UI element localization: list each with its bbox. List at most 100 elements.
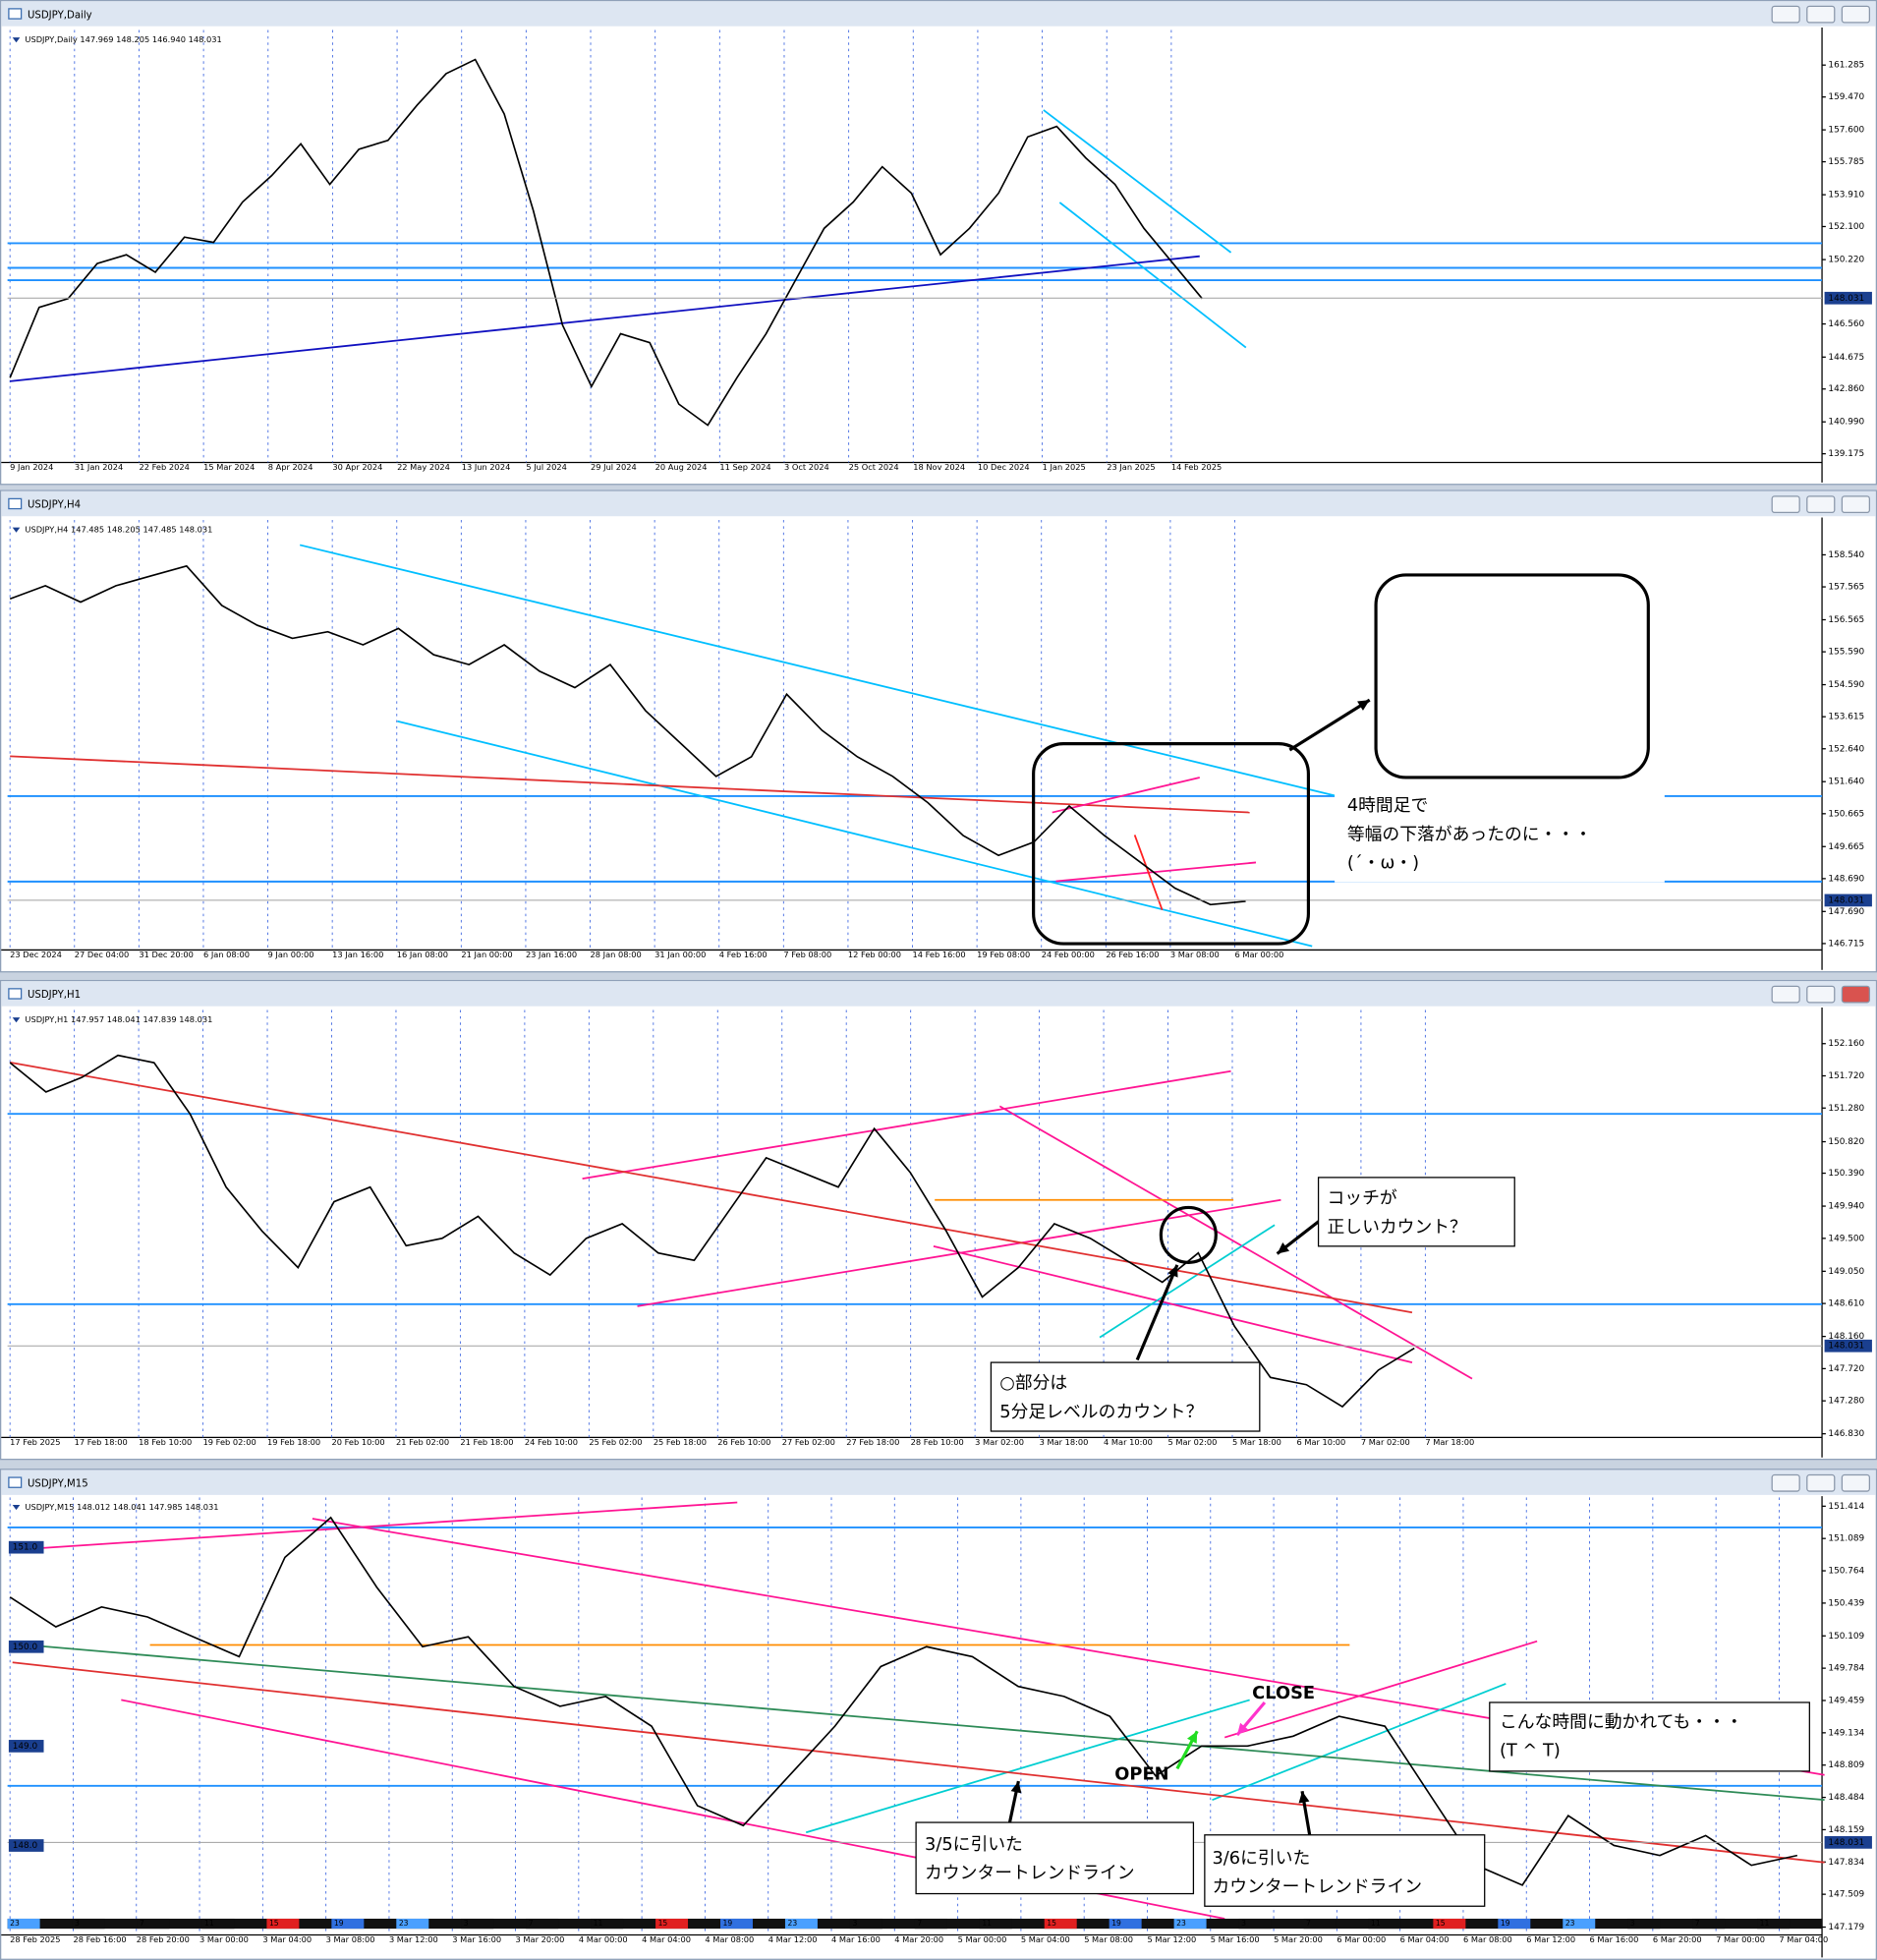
date-label: 24 Feb 10:00 (525, 1437, 578, 1447)
window-button[interactable] (1806, 5, 1836, 24)
close-button[interactable] (1841, 985, 1871, 1004)
trend-line (933, 1244, 1413, 1363)
annotation-box (1317, 1177, 1515, 1247)
session-segment (1433, 1918, 1466, 1930)
left-price-tag (8, 1740, 44, 1753)
date-label: 27 Feb 18:00 (846, 1437, 899, 1447)
date-label: 25 Oct 2024 (849, 462, 899, 472)
price-label: 150.764 (1828, 1567, 1864, 1577)
last-price-tag (1824, 1339, 1872, 1353)
window-button[interactable] (1771, 495, 1800, 514)
date-label: 4 Mar 12:00 (768, 1934, 818, 1944)
session-label: 15 (658, 1919, 668, 1928)
date-label: 24 Feb 00:00 (1042, 950, 1095, 959)
price-label: 149.784 (1828, 1664, 1864, 1674)
session-label: 3 (75, 1919, 80, 1928)
price-label: 149.050 (1828, 1267, 1864, 1277)
open-arrow-head (1186, 1731, 1198, 1744)
header-arrow (12, 527, 21, 533)
annotation-text: OPEN (1114, 1764, 1168, 1785)
date-label: 3 Mar 20:00 (516, 1934, 565, 1944)
annotation-text: 3/5に引いた (925, 1834, 1023, 1855)
date-label: 5 Mar 08:00 (1084, 1934, 1133, 1944)
date-label: 7 Feb 08:00 (783, 950, 831, 959)
date-label: 5 Mar 00:00 (958, 1934, 1007, 1944)
window-button[interactable] (1806, 985, 1836, 1004)
window-button[interactable] (1806, 1473, 1836, 1492)
session-label: 7 (1306, 1919, 1311, 1928)
session-label: 7 (1695, 1919, 1700, 1928)
annotation-text: カウンタートレンドライン (1212, 1876, 1422, 1897)
trend-line (299, 544, 1337, 797)
date-label: 25 Feb 02:00 (589, 1437, 642, 1447)
price-label: 144.675 (1828, 353, 1864, 363)
close-button[interactable] (1841, 1473, 1871, 1492)
window-button[interactable] (1771, 5, 1800, 24)
window-button[interactable] (1806, 495, 1836, 514)
price-label: 151.280 (1828, 1104, 1864, 1114)
date-label: 12 Feb 00:00 (848, 950, 901, 959)
price-label: 149.500 (1828, 1234, 1864, 1243)
date-label: 6 Mar 00:00 (1337, 1934, 1386, 1944)
session-label: 23 (10, 1919, 20, 1928)
date-label: 3 Mar 00:00 (199, 1934, 249, 1944)
arrow (1288, 698, 1371, 752)
last-price-label: 148.031 (1828, 1342, 1864, 1352)
session-segment (1563, 1918, 1596, 1930)
close-button[interactable] (1841, 5, 1871, 24)
price-label: 157.565 (1828, 583, 1864, 593)
trend-line (1099, 1224, 1276, 1339)
date-label: 23 Jan 16:00 (526, 950, 577, 959)
session-segment (914, 1918, 947, 1930)
title-bar (1, 1470, 1876, 1495)
date-label: 23 Dec 2024 (10, 950, 62, 959)
price-label: 153.615 (1828, 713, 1864, 722)
date-label: 18 Feb 10:00 (139, 1437, 192, 1447)
date-label: 17 Feb 2025 (10, 1437, 60, 1447)
trend-line (10, 755, 1250, 814)
window-button[interactable] (1771, 1473, 1800, 1492)
date-label: 21 Feb 18:00 (460, 1437, 513, 1447)
annotation-text: CLOSE (1252, 1683, 1315, 1703)
date-label: 11 Sep 2024 (719, 462, 770, 472)
arrow-head (1298, 1791, 1310, 1804)
date-label: 16 Jan 08:00 (397, 950, 448, 959)
left-price-label: 148.0 (13, 1841, 38, 1851)
date-label: 4 Mar 08:00 (705, 1934, 754, 1944)
close-button[interactable] (1841, 495, 1871, 514)
session-label: 19 (1111, 1919, 1121, 1928)
date-label: 17 Feb 18:00 (75, 1437, 128, 1447)
session-label: 3 (852, 1919, 857, 1928)
date-label: 3 Mar 16:00 (452, 1934, 501, 1944)
last-price-tag (1824, 291, 1872, 305)
window-button[interactable] (1771, 985, 1800, 1004)
session-label: 15 (1047, 1919, 1056, 1928)
price-line (9, 1054, 1415, 1409)
session-segment (461, 1918, 494, 1930)
price-line (9, 564, 1246, 906)
date-label: 14 Feb 16:00 (913, 950, 966, 959)
date-label: 3 Oct 2024 (784, 462, 829, 472)
date-label: 21 Feb 02:00 (396, 1437, 449, 1447)
annotation-text: 5分足レベルのカウント？ (999, 1402, 1203, 1422)
date-label: 4 Feb 16:00 (719, 950, 768, 959)
session-label: 3 (464, 1919, 469, 1928)
left-price-label: 149.0 (13, 1742, 38, 1752)
trend-line (12, 1501, 738, 1551)
price-label: 147.280 (1828, 1397, 1864, 1407)
date-label: 28 Jan 08:00 (591, 950, 642, 959)
annotation-box (915, 1821, 1195, 1895)
date-label: 5 Jul 2024 (526, 462, 566, 472)
highlight-box (1032, 742, 1310, 946)
date-label: 3 Mar 08:00 (1170, 950, 1220, 959)
session-label: 11 (594, 1919, 603, 1928)
session-segment (1498, 1918, 1531, 1930)
session-label: 7 (917, 1919, 922, 1928)
price-label: 153.910 (1828, 191, 1864, 201)
session-segment (1757, 1918, 1791, 1930)
date-label: 5 Mar 16:00 (1211, 1934, 1260, 1944)
date-label: 6 Mar 12:00 (1526, 1934, 1575, 1944)
price-label: 158.540 (1828, 550, 1864, 560)
price-label: 148.809 (1828, 1760, 1864, 1770)
